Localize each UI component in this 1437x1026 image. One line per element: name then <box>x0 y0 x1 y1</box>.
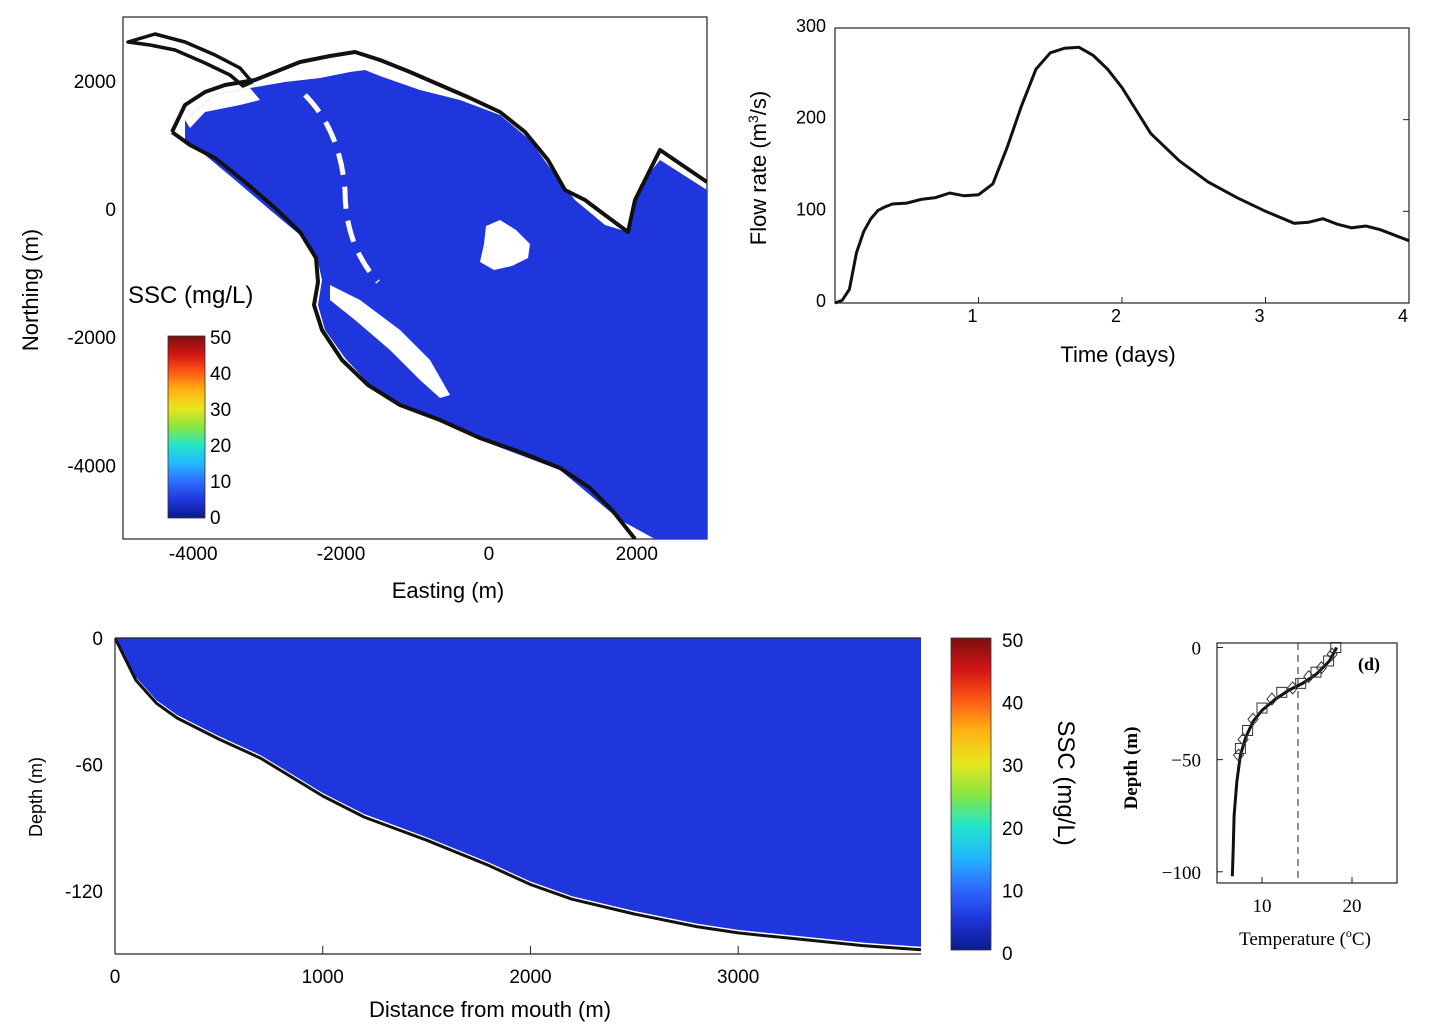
temp-frame <box>1216 642 1398 884</box>
temp-obs-diamond <box>1326 647 1338 661</box>
temp-ylabel: Depth (m) <box>1121 727 1142 810</box>
map-ylabel: Northing (m) <box>18 229 43 351</box>
temp-obs-diamond <box>1286 681 1299 695</box>
transect-panel: 0 1000 2000 3000 0 -60 -120 Distance from mou… <box>26 629 1079 1022</box>
transect-ylabel: Depth (m) <box>26 757 46 837</box>
temp-panel-label: (d) <box>1358 654 1380 675</box>
flow-panel: 1 2 3 4 0 100 200 300 Time (days) Flow rate (m… <box>745 16 1410 367</box>
flow-ylabel-sup: 3 <box>745 115 761 123</box>
map-colorbar-tick: 40 <box>210 364 231 385</box>
map-xtick-label: -4000 <box>169 544 218 565</box>
transect-xtick-label: 0 <box>110 967 121 988</box>
temp-obs-diamond <box>1266 692 1278 706</box>
transect-colorbar-tick: 0 <box>1002 944 1013 965</box>
transect-xtick-label: 2000 <box>509 967 551 988</box>
temp-obs-square <box>1256 702 1268 714</box>
temp-ytick-label: 0 <box>1192 638 1202 659</box>
map-colorbar-tick: 30 <box>210 400 231 421</box>
map-ytick-label: -2000 <box>67 328 116 349</box>
map-panel: -4000 -2000 0 2000 2000 0 -2000 -4000 Easting … <box>18 16 708 603</box>
temp-xtick-label: 20 <box>1343 896 1362 917</box>
transect-ytick-label: 0 <box>92 629 103 650</box>
transect-xlabel: Distance from mouth (m) <box>369 997 611 1022</box>
temp-ytick-label: −100 <box>1162 863 1201 884</box>
map-island <box>480 220 530 270</box>
flow-xtick-label: 4 <box>1398 306 1408 326</box>
transect-water-fill <box>115 638 921 947</box>
temp-obs-diamond <box>1232 748 1245 762</box>
map-land-tl <box>185 88 260 128</box>
flow-ytick-label: 0 <box>816 291 826 311</box>
map-channel-axis <box>303 93 380 284</box>
temp-obs-square <box>1242 724 1254 736</box>
map-colorbar-tick: 50 <box>210 328 231 349</box>
transect-colorbar-tick: 30 <box>1002 756 1023 777</box>
map-ytick-label: -4000 <box>67 456 116 477</box>
flow-series-line <box>834 45 1410 305</box>
temp-obs-square <box>1295 677 1307 689</box>
flow-ytick-label: 200 <box>796 108 826 128</box>
flow-ytick-label: 300 <box>796 16 826 36</box>
map-xlabel: Easting (m) <box>392 578 504 603</box>
transect-ytick-label: -60 <box>76 755 103 776</box>
map-ytick-label: 0 <box>105 200 116 221</box>
transect-colorbar-tick: 40 <box>1002 694 1023 715</box>
flow-xtick-label: 3 <box>1254 306 1264 326</box>
flow-xtick-label: 2 <box>1111 306 1121 326</box>
flow-frame <box>834 27 1410 304</box>
transect-colorbar-title: SSC (mg/L) <box>1052 720 1079 845</box>
temp-obs-square <box>1323 655 1335 667</box>
temp-obs-diamond <box>1303 669 1315 684</box>
temp-ytick-label: −50 <box>1171 751 1201 772</box>
map-xtick-label: 0 <box>484 544 495 565</box>
temp-xlabel-sup: o <box>1346 926 1352 940</box>
map-colorbar-tick: 0 <box>210 508 221 529</box>
map-xtick-label: 2000 <box>616 544 658 565</box>
transect-colorbar-tick: 50 <box>1002 631 1023 652</box>
map-colorbar-tick: 20 <box>210 436 231 457</box>
transect-colorbar-ramp <box>950 637 992 951</box>
transect-xtick-label: 1000 <box>302 967 344 988</box>
transect-ytick-label: -120 <box>65 882 103 903</box>
flow-ylabel: Flow rate (m3/s) <box>745 91 771 246</box>
map-river-channel <box>126 32 254 88</box>
temp-obs-square <box>1310 666 1322 678</box>
flow-ylabel-end: /s) <box>746 91 771 115</box>
flow-xlabel: Time (days) <box>1060 342 1175 367</box>
flow-ylabel-main: Flow rate (m <box>746 123 771 245</box>
transect-colorbar-tick: 10 <box>1002 881 1023 902</box>
temp-obs-diamond <box>1237 732 1249 747</box>
temp-xlabel: Temperature (oC) <box>1239 926 1371 950</box>
map-colorbar-title: SSC (mg/L) <box>128 282 253 309</box>
transect-colorbar-tick: 20 <box>1002 819 1023 840</box>
temp-xlabel-main: Temperature ( <box>1239 929 1346 950</box>
flow-xtick-label: 1 <box>967 306 977 326</box>
map-shoal-strip <box>330 285 450 398</box>
map-coast-south <box>170 130 637 539</box>
map-colorbar-tick: 10 <box>210 472 231 493</box>
map-xtick-label: -2000 <box>317 544 366 565</box>
map-water-region <box>185 70 707 539</box>
map-colorbar: SSC (mg/L) 50 40 30 20 10 0 <box>128 282 253 529</box>
transect-bottom-line <box>115 638 921 952</box>
flow-ytick-label: 100 <box>796 199 826 219</box>
map-colorbar-ramp <box>167 335 206 519</box>
transect-xtick-label: 3000 <box>717 967 759 988</box>
map-ytick-label: 2000 <box>74 72 116 93</box>
temperature-panel: (d) 10 20 0 −50 −100 Temperature (oC) Depth… <box>1121 638 1398 950</box>
temp-obs-square <box>1234 742 1246 754</box>
temp-xtick-label: 10 <box>1253 896 1272 917</box>
temp-xlabel-end: C) <box>1352 929 1371 950</box>
temp-obs-square <box>1276 686 1288 698</box>
transect-colorbar: 50 40 30 20 10 0 SSC (mg/L) <box>950 631 1079 965</box>
